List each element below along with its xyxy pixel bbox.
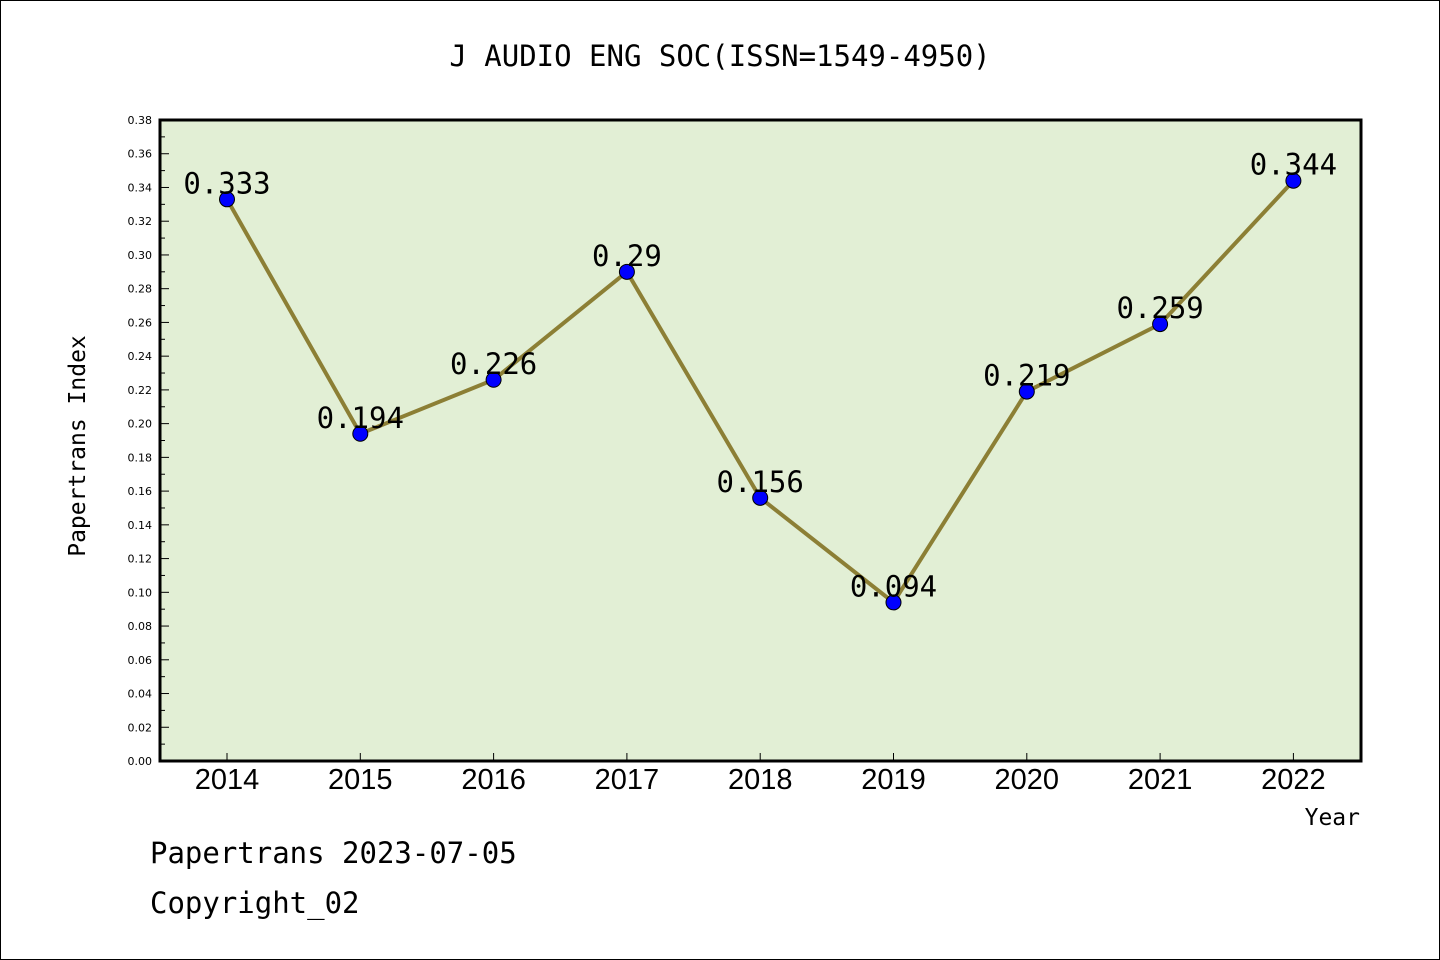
chart-title: J AUDIO ENG SOC(ISSN=1549-4950) [449,39,990,73]
y-tick-label: 0.12 [128,553,153,566]
x-tick-label: 2020 [995,764,1060,796]
data-label: 0.29 [592,239,662,273]
data-label: 0.333 [183,166,270,200]
data-label: 0.156 [717,465,804,499]
data-label: 0.344 [1250,148,1337,182]
y-tick-label: 0.26 [128,316,153,329]
y-tick-label: 0.06 [128,654,153,667]
data-point-marker [1152,316,1169,333]
y-tick-label: 0.02 [128,721,153,734]
data-point-marker [219,191,235,208]
series-line-group [219,172,1302,611]
y-tick-label: 0.22 [128,384,153,397]
x-tick-label: 2017 [595,764,660,796]
y-axis-label: Papertrans Index [65,335,91,557]
y-tick-label: 0.36 [128,148,153,161]
x-tick-label: 2021 [1128,764,1193,796]
data-point-marker [1285,172,1302,189]
x-tick-label: 2015 [328,764,393,796]
x-axis-label: Year [1305,805,1360,831]
y-tick-label: 0.32 [128,215,153,228]
data-label: 0.226 [450,347,537,381]
y-tick-label: 0.16 [128,485,153,498]
data-point-marker [1018,383,1035,400]
x-tick-label: 2019 [861,764,926,796]
x-axis-ticks: 2014 2015 2016 2017 2018 2019 2020 2021 2022 [195,753,1326,796]
data-label: 0.194 [317,401,404,435]
y-tick-label: 0.38 [128,114,153,127]
x-tick-label: 2022 [1261,764,1326,796]
x-tick-label: 2016 [461,764,526,796]
y-tick-label: 0.20 [128,418,153,431]
x-tick-label: 2014 [195,764,260,796]
y-tick-label: 0.24 [128,350,153,363]
data-label: 0.259 [1116,291,1203,325]
y-tick-label: 0.30 [128,249,153,262]
data-point-marker [485,371,502,388]
data-point-marker [752,489,769,506]
y-tick-label: 0.28 [128,283,153,296]
y-tick-label: 0.08 [128,620,153,633]
y-tick-label: 0.10 [128,586,153,599]
y-axis-ticks: 0.00 0.02 0.04 0.06 0.08 0.10 0.12 0.14 0.16 0.18… [128,114,169,768]
footer-date: Papertrans 2023-07-05 [150,836,517,870]
data-point-marker [352,425,369,442]
y-tick-label: 0.18 [128,451,153,464]
footer-copyright: Copyright_02 [150,886,360,920]
y-tick-label: 0.14 [128,519,153,532]
data-label: 0.094 [850,569,937,603]
y-tick-label: 0.04 [128,688,153,701]
y-tick-label: 0.34 [128,181,153,194]
data-point-marker [885,594,902,611]
y-tick-label: 0.00 [128,755,153,768]
x-tick-label: 2018 [728,764,793,796]
data-label: 0.219 [983,359,1070,393]
data-point-marker [618,263,635,280]
data-label-group: 0.333 0.194 0.226 0.29 0.156 0.094 0.219 0.259 0… [183,148,1337,604]
plot-area [158,118,1363,763]
